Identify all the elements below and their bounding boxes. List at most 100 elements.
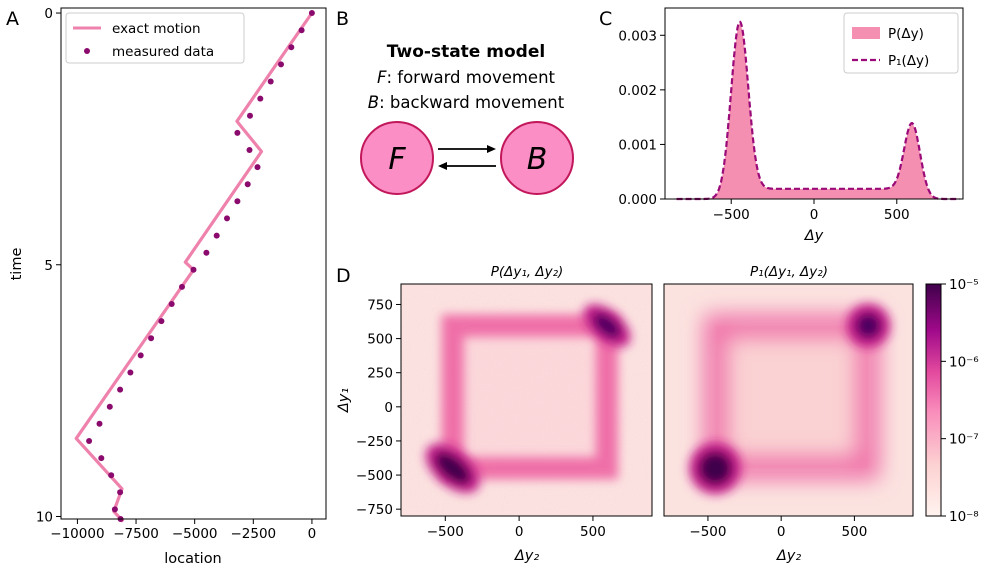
legend-swatch-p-dy — [852, 27, 880, 39]
heatmap-model-interior — [715, 325, 869, 469]
heatmap-ylabel: Δy₁ — [336, 388, 352, 414]
panel-label-a: A — [6, 8, 19, 30]
chart-d-axes: −500 0 500 −750 −500 −250 0 250 500 750 −500 0 500 — [356, 297, 867, 540]
measured-data-point — [98, 455, 105, 462]
chart-a-x-tick-label: −10000 — [50, 526, 104, 542]
measured-data-point — [127, 369, 134, 376]
chart-a-y-tick-label: 10 — [36, 509, 53, 525]
measured-data-point — [148, 335, 155, 342]
measured-data-point — [308, 10, 315, 16]
chart-c: −500 0 500 0.000 0.001 0.002 0.003 Δy P(Δy) P₁… — [618, 7, 964, 244]
transition-b-to-f-arrow — [438, 162, 496, 170]
peak-core-top-right — [592, 312, 622, 339]
chart-a-x-tick-label: 0 — [308, 526, 317, 542]
measured-data-point — [111, 506, 118, 513]
measured-data-point — [257, 95, 264, 102]
measured-data-point — [158, 318, 165, 325]
chart-c-axes: −500 0 500 0.000 0.001 0.002 0.003 — [618, 28, 909, 223]
heatmap-sampled-peaks — [425, 304, 631, 493]
model-forward-symbol: F — [377, 68, 387, 87]
heatmap-sampled-x-tick-label: 0 — [515, 524, 524, 540]
chart-c-y-tick-label: 0.003 — [618, 28, 657, 44]
colorbar-tick-label: 10⁻⁸ — [949, 509, 979, 525]
heatmap-sampled-title: P(Δy₁, Δy₂) — [491, 264, 564, 280]
peak-core-top-right — [855, 312, 882, 339]
chart-a-plot-area — [74, 10, 315, 523]
chart-d: −500 0 500 −750 −500 −250 0 250 500 750 −500 0 500 P… — [336, 264, 979, 564]
p-dy-area — [676, 23, 960, 200]
chart-a-axes: −10000 −7500 −5000 −2500 0 0 5 10 — [36, 6, 316, 542]
heatmap-sampled-x-tick-label: −500 — [427, 524, 464, 540]
peak-core-bottom-left — [434, 451, 471, 485]
state-b-node — [500, 121, 574, 195]
chart-a-x-tick-label: −5000 — [172, 526, 218, 542]
measured-data-point — [213, 232, 220, 239]
legend-label-p1-dy: P₁(Δy) — [888, 53, 929, 69]
colorbar-tick-label: 10⁻⁶ — [949, 354, 979, 370]
heatmap-model-xlabel: Δy₂ — [776, 548, 802, 564]
panel-label-d: D — [336, 265, 351, 287]
state-f-label: F — [388, 142, 406, 177]
heatmap-sampled-xlabel: Δy₂ — [514, 548, 540, 564]
model-backward-text: : backward movement — [379, 93, 565, 112]
chart-c-x-tick-label: 0 — [810, 207, 819, 223]
measured-data-point — [117, 489, 124, 496]
measured-data-point — [244, 181, 251, 188]
measured-data-point — [106, 403, 113, 410]
chart-a-xlabel: location — [164, 551, 222, 567]
heatmap-y-tick-label: 250 — [367, 366, 393, 382]
heatmap-model-title: P₁(Δy₁, Δy₂) — [750, 264, 828, 280]
chart-a: −10000 −7500 −5000 −2500 0 0 5 10 location time… — [9, 6, 327, 567]
colorbar-tick-label: 10⁻⁵ — [949, 277, 979, 293]
measured-data-point — [203, 249, 210, 256]
measured-data-point — [96, 420, 103, 427]
chart-c-legend: P(Δy) P₁(Δy) — [843, 12, 959, 74]
heatmap-y-tick-label: 0 — [384, 400, 393, 416]
heatmap-sampled-frame — [400, 283, 653, 517]
chart-c-y-tick-label: 0.002 — [618, 83, 657, 99]
measured-data-point — [179, 283, 185, 290]
chart-c-plot-area — [676, 20, 960, 201]
measured-data-point — [278, 61, 284, 68]
measured-data-point — [137, 352, 144, 359]
chart-c-y-tick-label: 0.001 — [618, 137, 657, 153]
measured-data-point — [108, 472, 115, 479]
chart-a-ylabel: time — [9, 248, 25, 281]
model-line-backward: B: backward movement — [368, 93, 565, 112]
heatmap-y-tick-label: 750 — [367, 297, 393, 313]
measured-data-point — [168, 301, 175, 307]
colorbar-axis: 10⁻⁸ 10⁻⁷ 10⁻⁶ 10⁻⁵ — [941, 277, 979, 525]
measured-data-point — [247, 112, 253, 119]
state-b-label: B — [527, 142, 548, 177]
chart-a-y-tick-label: 5 — [44, 258, 53, 274]
measured-data-point — [254, 164, 261, 171]
panel-label-c: C — [599, 8, 612, 30]
heatmap-model-band-square — [704, 314, 880, 480]
heatmap-model-x-tick-label: 500 — [842, 524, 868, 540]
transition-f-to-b-arrow — [438, 145, 496, 153]
legend-swatch-measured-data — [84, 48, 90, 54]
heatmap-model-band — [704, 314, 880, 480]
chart-c-xlabel: Δy — [804, 228, 824, 244]
measured-data-point — [234, 129, 241, 136]
heatmap-model — [664, 284, 913, 516]
transition-f-to-b-head — [487, 145, 496, 153]
heatmap-model-x-tick-label: 0 — [777, 524, 786, 540]
legend-label-measured-data: measured data — [112, 44, 214, 60]
heatmap-sampled-band-square — [441, 314, 619, 480]
p1-dy-line — [676, 20, 960, 201]
chart-a-x-tick-label: −2500 — [230, 526, 276, 542]
legend-label-p-dy: P(Δy) — [888, 26, 924, 42]
heatmap-y-tick-label: −750 — [356, 502, 393, 518]
heatmap-sampled — [401, 284, 652, 516]
colorbar-tick-label: 10⁻⁷ — [949, 432, 979, 448]
state-f-node — [360, 121, 434, 195]
legend-label-exact-motion: exact motion — [112, 21, 201, 37]
heatmap-sampled-x-tick-label: 500 — [580, 524, 606, 540]
heatmap-y-tick-label: 500 — [367, 332, 393, 348]
measured-data-point — [234, 198, 241, 205]
chart-a-x-tick-label: −7500 — [113, 526, 159, 542]
model-title: Two-state model — [387, 42, 545, 62]
heatmap-model-frame — [663, 283, 914, 517]
